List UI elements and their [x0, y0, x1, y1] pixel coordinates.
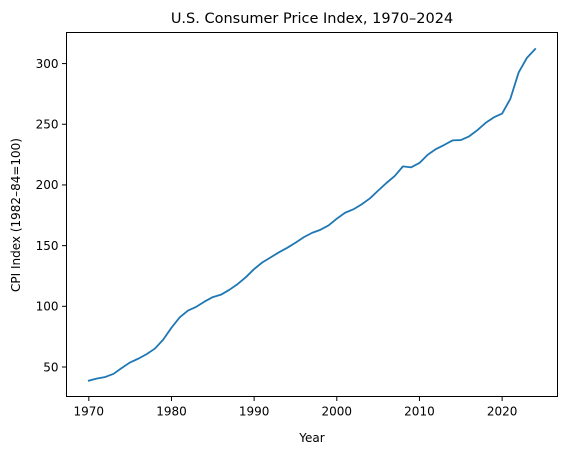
plot-frame: [66, 32, 558, 397]
x-tick-label: 2010: [404, 405, 435, 419]
x-tick-label: 2020: [487, 405, 518, 419]
x-tick-label: 1980: [156, 405, 187, 419]
x-tick-label: 2000: [322, 405, 353, 419]
y-tick-label: 300: [36, 57, 59, 71]
cpi-series-line: [87, 47, 537, 382]
x-tick-label: 1990: [239, 405, 270, 419]
y-axis-title: CPI Index (1982–84=100): [9, 138, 23, 292]
y-tick-label: 150: [36, 239, 59, 253]
chart-title: U.S. Consumer Price Index, 1970–2024: [171, 11, 453, 27]
x-tick-label: 1970: [74, 405, 105, 419]
y-tick-label: 100: [36, 300, 59, 314]
y-tick-label: 200: [36, 178, 59, 192]
y-axis: 50 100 150 200 250 300: [36, 57, 67, 374]
plot-area: [66, 32, 558, 397]
x-axis: 1970 1980 1990 2000 2010 2020: [74, 396, 518, 419]
series-layer: [87, 47, 537, 382]
y-tick-label: 250: [36, 118, 59, 132]
y-tick-label: 50: [43, 360, 58, 374]
x-axis-title: Year: [298, 431, 324, 445]
